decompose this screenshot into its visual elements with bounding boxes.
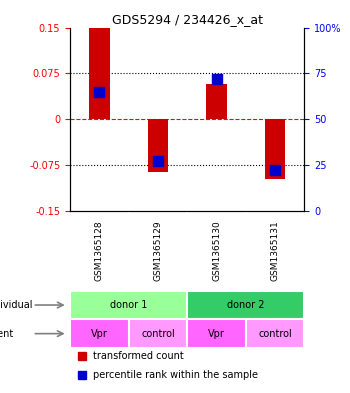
Text: Vpr: Vpr [208, 329, 225, 339]
Bar [265, 119, 286, 179]
Bar [206, 84, 227, 119]
Bar [70, 320, 129, 348]
Text: GSM1365128: GSM1365128 [95, 220, 104, 281]
Bar [129, 320, 187, 348]
Bar [89, 26, 110, 119]
Text: GSM1365129: GSM1365129 [153, 220, 162, 281]
Bar [187, 291, 304, 320]
Bar [70, 291, 187, 320]
Text: control: control [141, 329, 175, 339]
Text: GSM1365131: GSM1365131 [271, 220, 280, 281]
Text: individual: individual [0, 300, 33, 310]
Text: percentile rank within the sample: percentile rank within the sample [93, 370, 258, 380]
Bar [187, 320, 246, 348]
Text: control: control [258, 329, 292, 339]
Bar [148, 119, 168, 172]
Text: agent: agent [0, 329, 14, 339]
Text: transformed count: transformed count [93, 351, 184, 361]
Title: GDS5294 / 234426_x_at: GDS5294 / 234426_x_at [112, 13, 263, 26]
Bar [246, 320, 304, 348]
Text: donor 2: donor 2 [227, 300, 265, 310]
Text: GSM1365130: GSM1365130 [212, 220, 221, 281]
Text: donor 1: donor 1 [110, 300, 147, 310]
Text: Vpr: Vpr [91, 329, 108, 339]
